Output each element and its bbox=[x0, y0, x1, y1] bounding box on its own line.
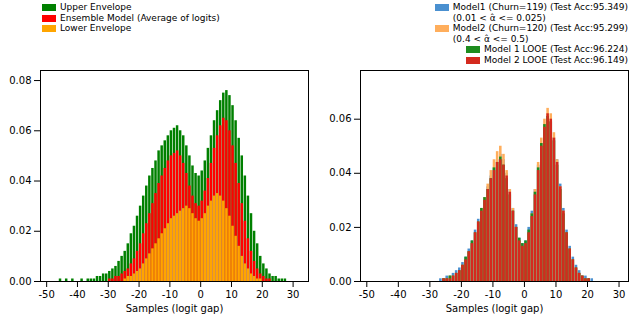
svg-text:-40: -40 bbox=[69, 289, 85, 300]
svg-text:Samples (logit gap): Samples (logit gap) bbox=[446, 303, 544, 314]
svg-text:0: 0 bbox=[197, 289, 203, 300]
svg-text:20: 20 bbox=[581, 289, 594, 300]
html-text:Model1 (Churn=119) (Test Acc:9: Model1 (Churn=119) (Test Acc:95.349) (0.… bbox=[452, 2, 628, 23]
svg-text:-20: -20 bbox=[453, 289, 469, 300]
html-text:Upper Envelope: Upper Envelope bbox=[60, 2, 132, 12]
svg-text:-50: -50 bbox=[359, 289, 375, 300]
svg-text:-40: -40 bbox=[390, 289, 406, 300]
svg-text:-10: -10 bbox=[162, 289, 178, 300]
svg-text:20: 20 bbox=[256, 289, 269, 300]
svg-text:0.00: 0.00 bbox=[329, 276, 351, 287]
svg-text:0.06: 0.06 bbox=[329, 113, 351, 124]
svg-text:0: 0 bbox=[521, 289, 527, 300]
html-text:Ensemble Model (Average of log: Ensemble Model (Average of logits) bbox=[60, 12, 220, 23]
svg-text:-30: -30 bbox=[100, 289, 116, 300]
svg-text:10: 10 bbox=[550, 289, 563, 300]
svg-text:Samples (logit gap): Samples (logit gap) bbox=[126, 303, 224, 314]
svg-text:0.02: 0.02 bbox=[329, 222, 351, 233]
svg-text:10: 10 bbox=[225, 289, 238, 300]
html-text:Model2 (Churn=120) (Test Acc:9: Model2 (Churn=120) (Test Acc:95.299) (0.… bbox=[452, 23, 628, 44]
svg-text:-30: -30 bbox=[422, 289, 438, 300]
svg-text:0.08: 0.08 bbox=[9, 75, 31, 86]
html-text:Model 2 LOOE (Test Acc:96.149): Model 2 LOOE (Test Acc:96.149) bbox=[484, 54, 628, 65]
svg-text:30: 30 bbox=[613, 289, 626, 300]
svg-text:0.06: 0.06 bbox=[9, 125, 31, 136]
html-text:Lower Envelope: Lower Envelope bbox=[60, 23, 132, 33]
html-text:Model 1 LOOE (Test Acc:96.224): Model 1 LOOE (Test Acc:96.224) bbox=[484, 44, 628, 54]
svg-text:-10: -10 bbox=[485, 289, 501, 300]
svg-text:30: 30 bbox=[287, 289, 300, 300]
svg-text:0.00: 0.00 bbox=[9, 276, 31, 287]
svg-text:-50: -50 bbox=[38, 289, 54, 300]
svg-text:-20: -20 bbox=[131, 289, 147, 300]
svg-text:0.04: 0.04 bbox=[9, 175, 31, 186]
svg-text:0.04: 0.04 bbox=[329, 167, 351, 178]
svg-text:0.02: 0.02 bbox=[9, 225, 31, 236]
